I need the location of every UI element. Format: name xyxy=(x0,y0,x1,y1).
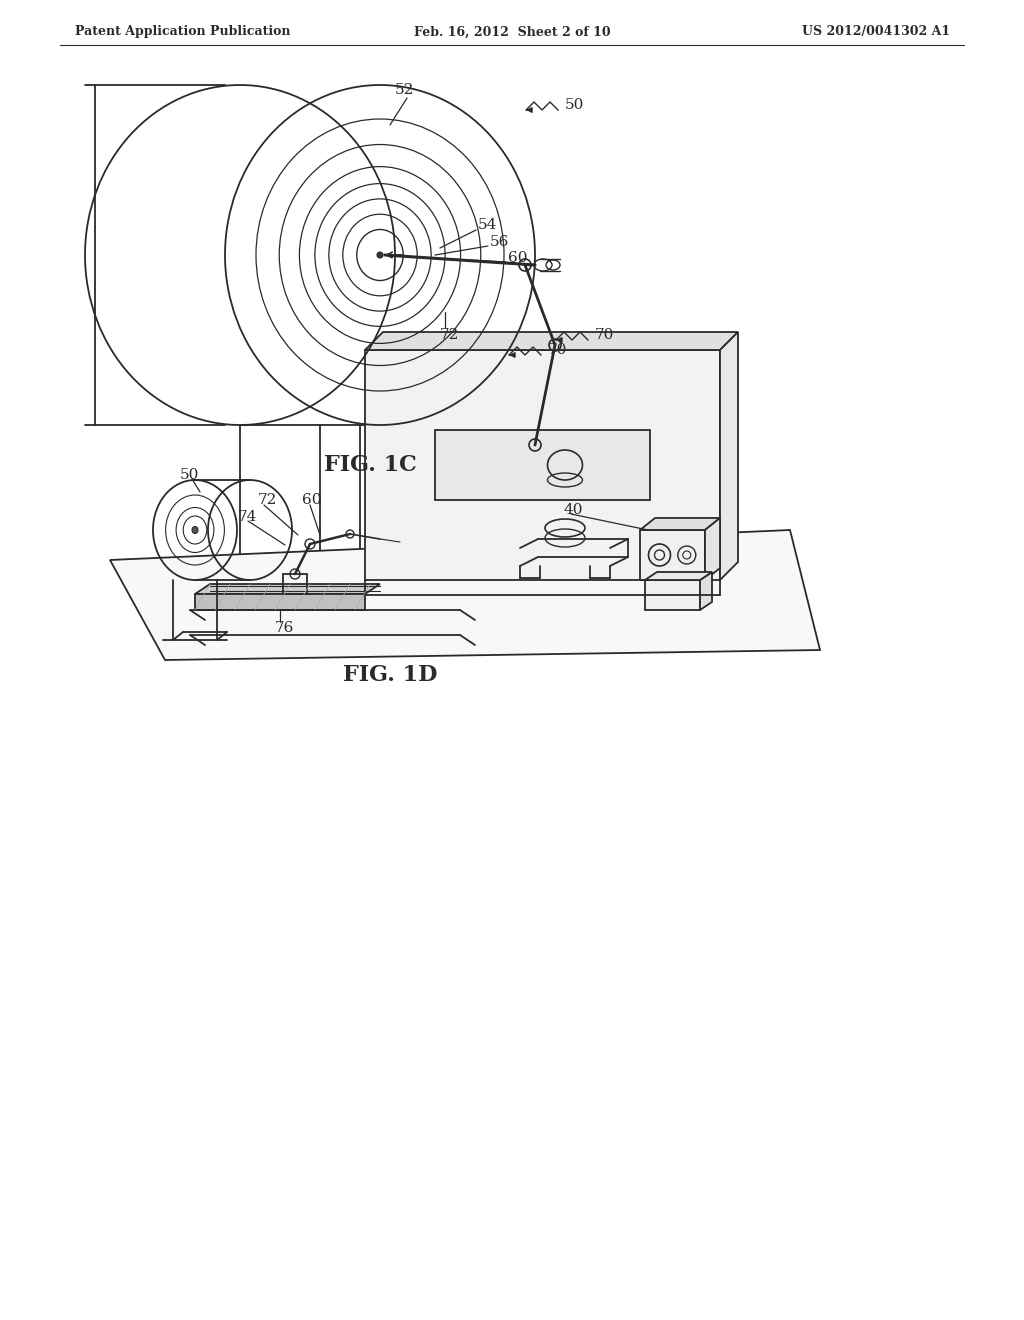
Polygon shape xyxy=(365,350,720,579)
Polygon shape xyxy=(195,583,380,594)
Text: 50: 50 xyxy=(565,98,585,112)
Text: Feb. 16, 2012  Sheet 2 of 10: Feb. 16, 2012 Sheet 2 of 10 xyxy=(414,25,610,38)
Polygon shape xyxy=(435,430,650,500)
Polygon shape xyxy=(195,594,365,610)
Text: FIG. 1C: FIG. 1C xyxy=(324,454,417,477)
Text: 50: 50 xyxy=(180,469,200,482)
Text: 54: 54 xyxy=(478,218,498,232)
Text: 74: 74 xyxy=(238,510,257,524)
Polygon shape xyxy=(645,572,712,579)
Polygon shape xyxy=(645,579,700,610)
Text: US 2012/0041302 A1: US 2012/0041302 A1 xyxy=(802,25,950,38)
Text: 60: 60 xyxy=(302,492,322,507)
Text: 52: 52 xyxy=(395,83,415,96)
Polygon shape xyxy=(720,333,738,579)
Text: 40: 40 xyxy=(563,503,583,517)
Polygon shape xyxy=(700,572,712,610)
Text: FIG. 1D: FIG. 1D xyxy=(343,664,437,686)
Polygon shape xyxy=(110,531,820,660)
Text: 72: 72 xyxy=(440,327,460,342)
Text: 76: 76 xyxy=(275,620,294,635)
Text: 60: 60 xyxy=(508,251,527,265)
Ellipse shape xyxy=(377,252,383,257)
Polygon shape xyxy=(705,517,720,579)
Text: 70: 70 xyxy=(595,327,614,342)
Text: 72: 72 xyxy=(258,492,278,507)
Text: Patent Application Publication: Patent Application Publication xyxy=(75,25,291,38)
Polygon shape xyxy=(365,333,738,350)
Text: 56: 56 xyxy=(490,235,509,249)
Text: 70: 70 xyxy=(548,343,567,356)
Ellipse shape xyxy=(193,527,198,533)
Polygon shape xyxy=(640,531,705,579)
Polygon shape xyxy=(640,517,720,531)
